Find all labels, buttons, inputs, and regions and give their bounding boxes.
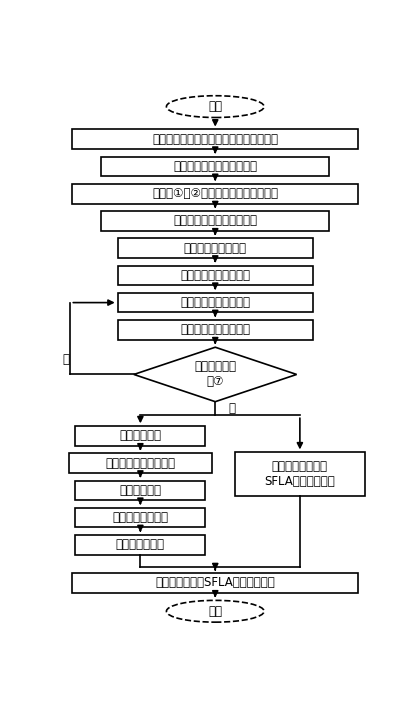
FancyBboxPatch shape <box>118 320 313 339</box>
FancyBboxPatch shape <box>75 508 205 527</box>
Text: 否: 否 <box>62 354 69 366</box>
Polygon shape <box>134 347 297 402</box>
Text: 是: 是 <box>228 402 235 415</box>
Text: 混沌特性识别: 混沌特性识别 <box>119 484 161 497</box>
FancyBboxPatch shape <box>118 266 313 285</box>
Ellipse shape <box>166 95 264 117</box>
FancyBboxPatch shape <box>75 535 205 555</box>
Text: 考虑混沌残差的SFLA混合预测模型: 考虑混沌残差的SFLA混合预测模型 <box>155 576 275 590</box>
FancyBboxPatch shape <box>101 157 329 176</box>
Text: 根据位移监测资料建立大墙变位统计模型: 根据位移监测资料建立大墙变位统计模型 <box>152 133 278 146</box>
Text: 唯一序列的相空间重构: 唯一序列的相空间重构 <box>105 457 176 469</box>
Text: 建立大墙变位监测混合模型: 建立大墙变位监测混合模型 <box>173 214 257 228</box>
Text: 利用式①、②反演坷体与坷基弹性模量: 利用式①、②反演坷体与坷基弹性模量 <box>152 187 278 200</box>
Text: 整个蛙群全局优化搜索: 整个蛙群全局优化搜索 <box>180 323 250 337</box>
Text: 未考虑混沌残差的
SFLA混合预测模型: 未考虑混沌残差的 SFLA混合预测模型 <box>265 460 335 488</box>
FancyBboxPatch shape <box>72 129 359 149</box>
FancyBboxPatch shape <box>118 238 313 258</box>
FancyBboxPatch shape <box>75 481 205 501</box>
FancyBboxPatch shape <box>75 426 205 446</box>
Text: 子群内部局部优化搜索: 子群内部局部优化搜索 <box>180 296 250 309</box>
Ellipse shape <box>166 600 264 622</box>
FancyBboxPatch shape <box>235 452 365 496</box>
Text: 初始化形成青蛙群体: 初始化形成青蛙群体 <box>184 242 247 255</box>
Text: 建立混沌预测模型: 建立混沌预测模型 <box>113 511 168 524</box>
Text: 满足终止条件
式⑦: 满足终止条件 式⑦ <box>194 361 236 388</box>
Text: 建立坷段有限元模型并加载: 建立坷段有限元模型并加载 <box>173 160 257 173</box>
FancyBboxPatch shape <box>72 573 359 592</box>
Text: 计算适应度并划分子群: 计算适应度并划分子群 <box>180 269 250 282</box>
Text: 结束: 结束 <box>208 604 222 618</box>
FancyBboxPatch shape <box>118 293 313 312</box>
Text: 位移残差序列: 位移残差序列 <box>119 429 161 443</box>
FancyBboxPatch shape <box>72 184 359 204</box>
Text: 位移残差预测值: 位移残差预测值 <box>116 538 165 551</box>
Text: 开始: 开始 <box>208 100 222 113</box>
FancyBboxPatch shape <box>101 211 329 230</box>
FancyBboxPatch shape <box>69 453 212 473</box>
